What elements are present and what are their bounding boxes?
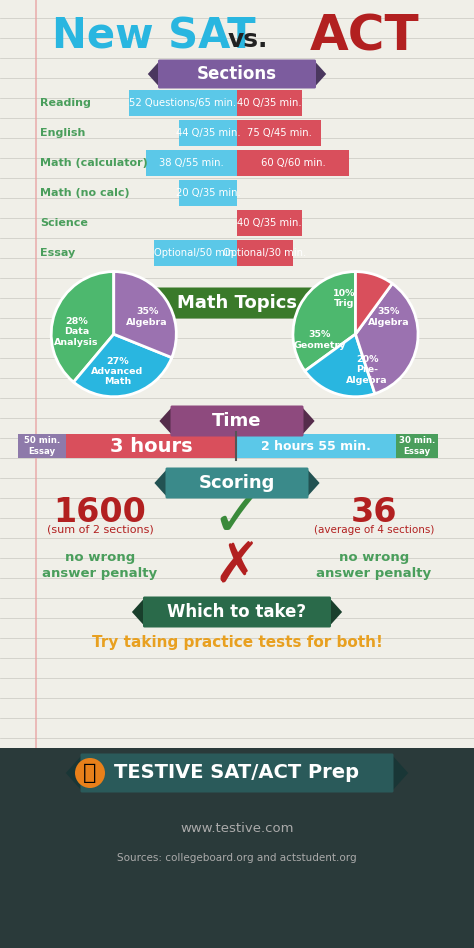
FancyBboxPatch shape <box>148 287 326 319</box>
Text: 38 Q/55 min.: 38 Q/55 min. <box>159 158 224 168</box>
Bar <box>396 434 438 458</box>
Bar <box>179 120 237 146</box>
Text: Science: Science <box>40 218 88 228</box>
Text: 75 Q/45 min.: 75 Q/45 min. <box>246 128 311 138</box>
Wedge shape <box>305 335 375 396</box>
Text: Essay: Essay <box>40 248 75 258</box>
Text: 35%
Algebra: 35% Algebra <box>368 307 410 327</box>
Text: answer penalty: answer penalty <box>317 568 431 580</box>
Bar <box>237 120 321 146</box>
Text: vs.: vs. <box>228 28 268 52</box>
Polygon shape <box>159 407 172 435</box>
Wedge shape <box>51 272 114 382</box>
Text: 20 Q/35 min.: 20 Q/35 min. <box>175 188 240 198</box>
Bar <box>129 90 237 116</box>
Text: Which to take?: Which to take? <box>167 603 307 621</box>
Text: 10%
Trig: 10% Trig <box>333 289 355 308</box>
Wedge shape <box>356 283 418 393</box>
Text: TESTIVE SAT/ACT Prep: TESTIVE SAT/ACT Prep <box>115 763 359 782</box>
Bar <box>237 240 293 266</box>
Wedge shape <box>356 272 392 335</box>
Text: 1600: 1600 <box>54 496 146 528</box>
FancyBboxPatch shape <box>143 596 331 628</box>
Polygon shape <box>315 61 326 87</box>
Text: 60 Q/60 min.: 60 Q/60 min. <box>261 158 325 168</box>
Text: Sources: collegeboard.org and actstudent.org: Sources: collegeboard.org and actstudent… <box>117 853 357 863</box>
Bar <box>237 150 349 176</box>
Text: New SAT: New SAT <box>52 15 255 57</box>
Text: Optional/50 min.: Optional/50 min. <box>154 248 237 258</box>
Bar <box>66 434 236 458</box>
Polygon shape <box>66 755 82 791</box>
Polygon shape <box>329 598 342 626</box>
Text: www.testive.com: www.testive.com <box>180 822 294 834</box>
Text: 🦊: 🦊 <box>83 763 97 783</box>
Bar <box>146 150 237 176</box>
Text: ACT: ACT <box>310 12 419 60</box>
Polygon shape <box>392 755 408 791</box>
Text: 50 min.
Essay: 50 min. Essay <box>24 436 60 456</box>
Text: ✓: ✓ <box>210 487 264 549</box>
Text: 40 Q/35 min.: 40 Q/35 min. <box>237 98 302 108</box>
Text: 20%
Pre-
Algebra: 20% Pre- Algebra <box>346 355 388 385</box>
Circle shape <box>75 758 105 788</box>
Polygon shape <box>137 289 149 317</box>
Text: 35%
Algebra: 35% Algebra <box>127 307 168 327</box>
Text: 28%
Data
Analysis: 28% Data Analysis <box>54 317 99 347</box>
Text: no wrong: no wrong <box>339 552 409 564</box>
Bar <box>237 210 302 236</box>
Text: 52 Questions/65 min.: 52 Questions/65 min. <box>129 98 237 108</box>
Text: 2 hours 55 min.: 2 hours 55 min. <box>261 440 371 452</box>
Text: ✗: ✗ <box>214 539 260 593</box>
FancyBboxPatch shape <box>165 467 309 499</box>
Bar <box>179 180 237 206</box>
Text: 36: 36 <box>351 496 397 528</box>
Text: 27%
Advanced
Math: 27% Advanced Math <box>91 356 144 387</box>
Bar <box>237 90 302 116</box>
Bar <box>154 240 237 266</box>
Polygon shape <box>132 598 145 626</box>
Wedge shape <box>73 335 172 396</box>
Text: English: English <box>40 128 85 138</box>
Polygon shape <box>302 407 315 435</box>
FancyBboxPatch shape <box>81 754 393 793</box>
Text: Scoring: Scoring <box>199 474 275 492</box>
Text: Sections: Sections <box>197 65 277 83</box>
Text: 30 min.
Essay: 30 min. Essay <box>399 436 435 456</box>
FancyBboxPatch shape <box>158 60 316 88</box>
Text: Reading: Reading <box>40 98 91 108</box>
Text: Optional/30 min.: Optional/30 min. <box>223 248 307 258</box>
FancyBboxPatch shape <box>171 406 303 436</box>
Bar <box>18 434 66 458</box>
Text: 35%
Geometry: 35% Geometry <box>293 330 346 350</box>
Text: Math Topics: Math Topics <box>177 294 297 312</box>
Text: no wrong: no wrong <box>65 552 135 564</box>
Wedge shape <box>293 272 356 371</box>
Text: 3 hours: 3 hours <box>109 436 192 455</box>
Wedge shape <box>114 272 176 357</box>
Polygon shape <box>325 289 337 317</box>
Text: (sum of 2 sections): (sum of 2 sections) <box>46 525 154 535</box>
Text: Math (no calc): Math (no calc) <box>40 188 129 198</box>
Polygon shape <box>307 469 319 497</box>
Text: (average of 4 sections): (average of 4 sections) <box>314 525 434 535</box>
Bar <box>0 748 474 948</box>
Text: answer penalty: answer penalty <box>43 568 157 580</box>
Text: Time: Time <box>212 412 262 430</box>
Text: 44 Q/35 min.: 44 Q/35 min. <box>175 128 240 138</box>
Polygon shape <box>155 469 167 497</box>
Text: Try taking practice tests for both!: Try taking practice tests for both! <box>91 635 383 650</box>
Text: 40 Q/35 min.: 40 Q/35 min. <box>237 218 302 228</box>
Bar <box>236 434 396 458</box>
Text: Math (calculator): Math (calculator) <box>40 158 148 168</box>
Polygon shape <box>148 61 159 87</box>
